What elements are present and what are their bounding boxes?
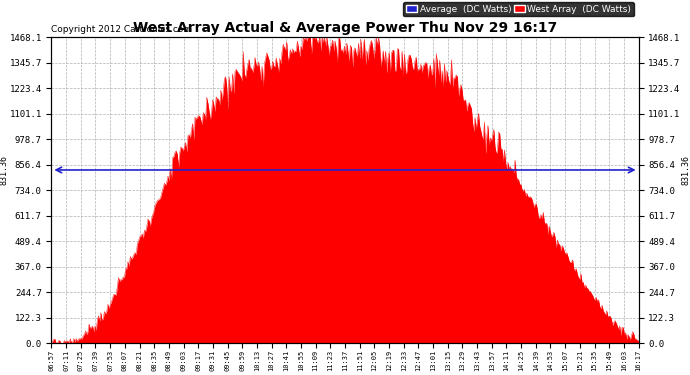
- Text: 831.36: 831.36: [681, 155, 690, 185]
- Text: 831.36: 831.36: [0, 155, 9, 185]
- Title: West Array Actual & Average Power Thu Nov 29 16:17: West Array Actual & Average Power Thu No…: [133, 21, 557, 34]
- Text: Copyright 2012 Cartronics.com: Copyright 2012 Cartronics.com: [52, 25, 193, 34]
- Legend: Average  (DC Watts), West Array  (DC Watts): Average (DC Watts), West Array (DC Watts…: [404, 2, 634, 16]
